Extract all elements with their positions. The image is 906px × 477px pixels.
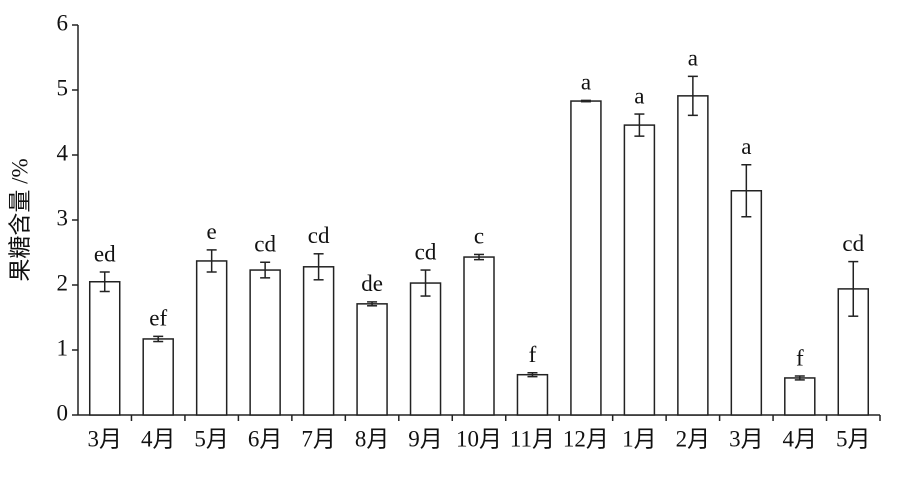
x-tick-label: 11月 — [510, 426, 555, 451]
x-tick-label: 5月 — [836, 426, 871, 451]
bar — [730, 190, 763, 416]
significance-letter: cd — [842, 231, 864, 256]
bar — [249, 269, 281, 416]
bar — [623, 124, 656, 416]
bar — [88, 281, 121, 416]
significance-letter: f — [796, 345, 804, 370]
significance-letter: cd — [308, 223, 330, 248]
y-tick-label: 4 — [57, 140, 69, 165]
y-tick-label: 5 — [57, 75, 69, 100]
bar — [677, 95, 709, 416]
bar — [142, 338, 174, 416]
x-tick-label: 1月 — [622, 426, 657, 451]
y-tick-label: 3 — [57, 205, 69, 230]
x-tick-label: 10月 — [456, 426, 502, 451]
significance-letter: a — [741, 134, 751, 159]
bar — [356, 303, 388, 416]
x-tick-label: 9月 — [408, 426, 443, 451]
bar — [784, 377, 816, 416]
significance-letter: c — [474, 224, 484, 249]
significance-letter: a — [688, 46, 698, 71]
bar — [409, 282, 442, 416]
x-tick-label: 8月 — [355, 426, 390, 451]
x-tick-label: 4月 — [141, 426, 176, 451]
significance-letter: f — [529, 342, 537, 367]
y-tick-label: 1 — [57, 335, 69, 360]
x-tick-label: 4月 — [783, 426, 818, 451]
x-tick-label: 5月 — [194, 426, 229, 451]
significance-letter: de — [361, 271, 383, 296]
y-axis-label: 果糖含量 /% — [7, 158, 32, 281]
y-tick-label: 2 — [57, 270, 69, 295]
x-tick-label: 2月 — [676, 426, 711, 451]
x-tick-label: 12月 — [563, 426, 609, 451]
significance-letter: cd — [415, 239, 437, 264]
x-tick-label: 3月 — [729, 426, 764, 451]
significance-letter: ed — [94, 241, 116, 266]
significance-letter: a — [581, 70, 591, 95]
bar — [463, 256, 495, 416]
bar — [570, 100, 602, 416]
significance-letter: ef — [149, 306, 167, 331]
bar — [195, 260, 228, 416]
bar — [302, 266, 335, 416]
x-tick-label: 6月 — [248, 426, 283, 451]
x-tick-label: 7月 — [301, 426, 336, 451]
significance-letter: a — [634, 83, 644, 108]
x-tick-label: 3月 — [87, 426, 122, 451]
y-tick-label: 0 — [57, 400, 69, 425]
significance-letter: cd — [254, 232, 276, 257]
bar — [516, 373, 549, 416]
y-tick-label: 6 — [57, 10, 69, 35]
significance-letter: e — [207, 219, 217, 244]
